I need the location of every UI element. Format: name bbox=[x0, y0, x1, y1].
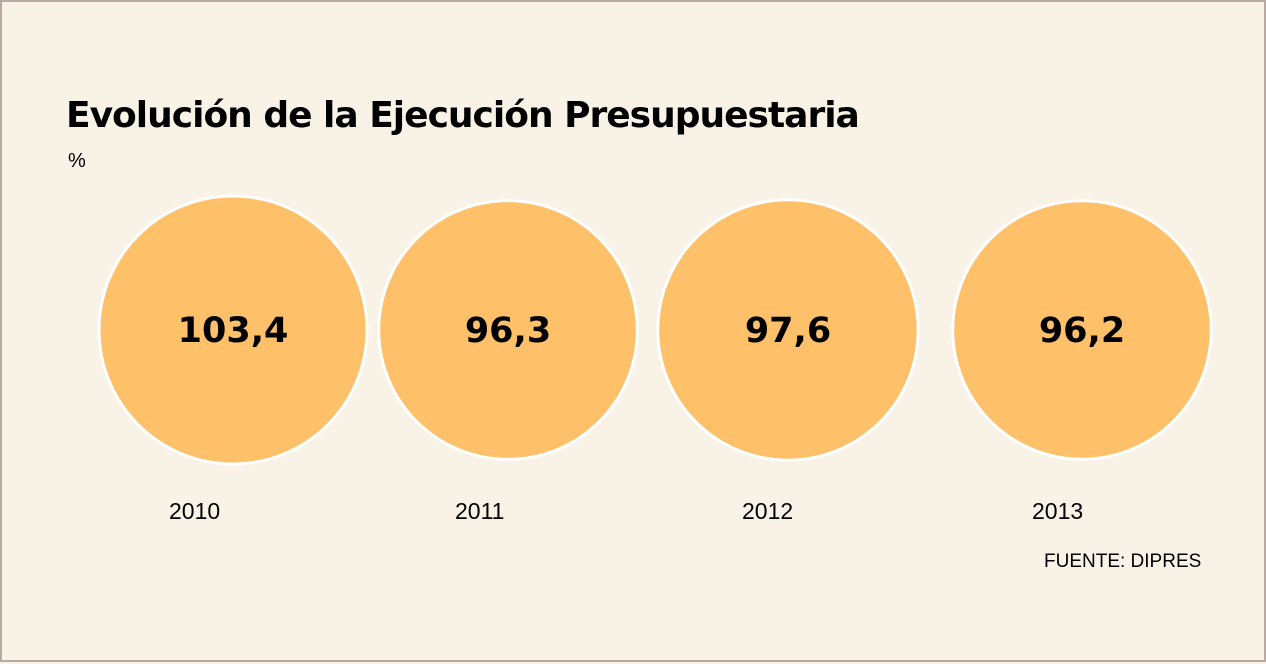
source-note: FUENTE: DIPRES bbox=[1044, 551, 1202, 572]
year-label-2011: 2011 bbox=[455, 498, 505, 524]
bubble-2013 bbox=[951, 199, 1213, 461]
year-label-2013: 2013 bbox=[1032, 498, 1084, 524]
bubble-2011 bbox=[377, 199, 639, 461]
year-label-2010: 2010 bbox=[169, 498, 221, 524]
bubble-2010 bbox=[97, 194, 369, 466]
value-label-2012: 97,6 bbox=[745, 311, 831, 351]
unit-label: % bbox=[68, 150, 86, 172]
bubble-2012 bbox=[656, 198, 920, 462]
year-label-2012: 2012 bbox=[742, 498, 794, 524]
value-label-2013: 96,2 bbox=[1039, 311, 1125, 351]
chart-title: Evolución de la Ejecución Presupuestaria bbox=[66, 95, 860, 136]
value-label-2011: 96,3 bbox=[465, 311, 551, 351]
value-label-2010: 103,4 bbox=[178, 311, 289, 351]
